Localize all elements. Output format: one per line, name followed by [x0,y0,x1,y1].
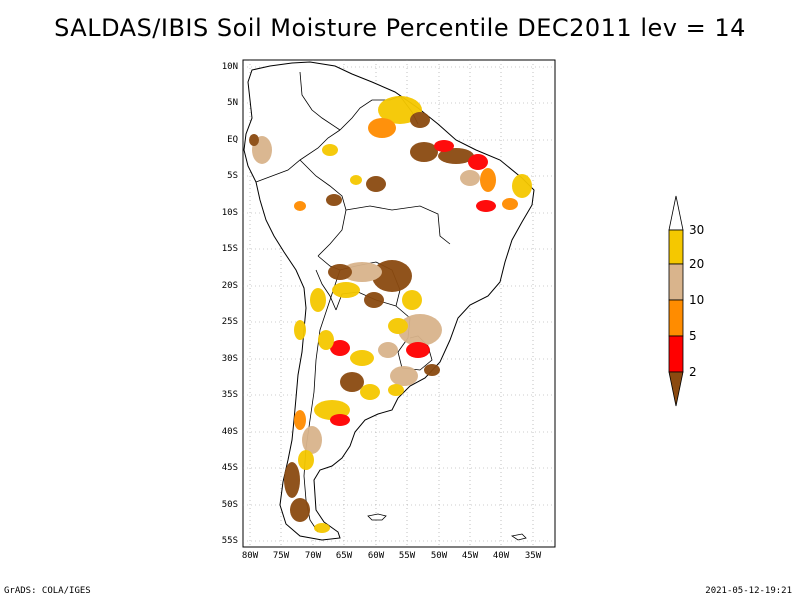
lon-label: 80W [241,551,259,561]
lat-label: 15S [221,244,238,254]
lon-label: 75W [272,551,290,561]
lon-label: 65W [335,551,353,561]
footer-timestamp: 2021-05-12-19:21 [705,586,792,596]
lat-label: 20S [221,281,238,291]
falkland-islands [367,513,387,521]
lat-label: 25S [221,317,238,327]
lat-label: 10N [221,62,238,72]
legend-colorbar [668,195,684,407]
legend-label: 2 [689,365,697,379]
lon-label: 45W [461,551,479,561]
lat-label: 30S [221,354,238,364]
legend-label: 20 [689,257,705,271]
legend-label: 10 [689,293,705,307]
legend-swatch-2-5 [668,335,684,373]
legend-label: 30 [689,223,705,237]
lat-label: 10S [221,208,238,218]
lat-label: 40S [221,427,238,437]
lon-label: 70W [304,551,322,561]
legend-arrow-top [668,195,684,231]
legend-label: 5 [689,329,697,343]
lat-label: 35S [221,390,238,400]
lat-label: 45S [221,463,238,473]
footer-credit: GrADS: COLA/IGES [4,586,91,596]
lon-label: 55W [398,551,416,561]
lat-label: EQ [227,135,238,145]
lat-label: 50S [221,500,238,510]
lat-label: 5S [227,171,238,181]
legend-swatch-10-20 [668,263,684,301]
legend-arrow-bottom [668,371,684,407]
lat-label: 55S [221,536,238,546]
legend-swatch-20-30 [668,229,684,265]
south-georgia [510,533,527,541]
lat-label: 5N [227,98,238,108]
map-frame [242,59,556,548]
map-title: SALDAS/IBIS Soil Moisture Percentile DEC… [54,14,746,42]
lon-label: 35W [524,551,542,561]
moisture-patches [249,96,532,533]
lon-label: 60W [367,551,385,561]
lon-label: 40W [492,551,510,561]
legend-swatch-5-10 [668,299,684,337]
lon-label: 50W [430,551,448,561]
